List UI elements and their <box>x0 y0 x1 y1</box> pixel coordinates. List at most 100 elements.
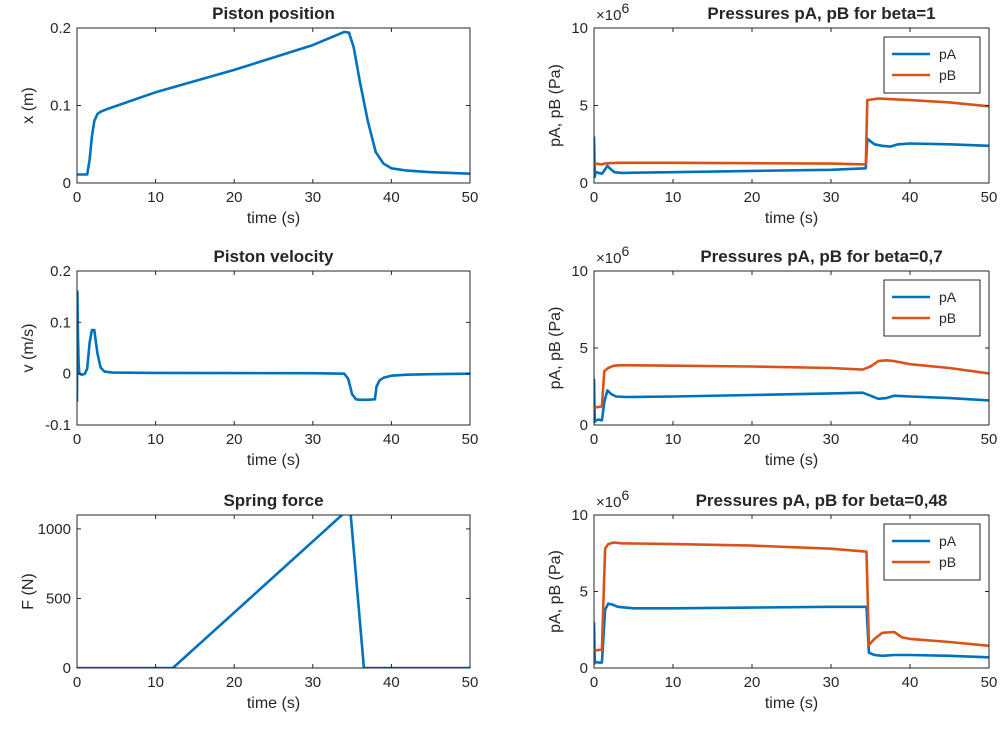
y-tick-label: 0 <box>63 660 71 677</box>
y-exponent-label: ×106 <box>596 0 629 24</box>
series-line-pA <box>594 602 989 665</box>
y-axis-label: F (N) <box>20 573 37 609</box>
x-axis-label: time (s) <box>765 452 818 469</box>
series-line-pB <box>594 541 989 653</box>
y-tick-label: 0 <box>580 175 588 192</box>
x-axis-label: time (s) <box>247 695 300 712</box>
x-tick-label: 0 <box>73 674 81 691</box>
x-tick-label: 10 <box>665 674 682 691</box>
legend-label-pB: pB <box>939 554 956 570</box>
y-tick-label: 5 <box>580 340 588 357</box>
x-tick-label: 40 <box>902 431 919 448</box>
y-tick-label: 0 <box>580 417 588 434</box>
series-line-pB <box>594 358 989 410</box>
x-axis-label: time (s) <box>765 695 818 712</box>
x-tick-label: 10 <box>665 431 682 448</box>
exponent-base: ×10 <box>596 250 621 267</box>
y-axis-label: pA, pB (Pa) <box>547 64 564 147</box>
y-tick-label: 0.2 <box>50 263 71 280</box>
x-tick-label: 30 <box>823 431 840 448</box>
x-tick-label: 50 <box>981 189 998 206</box>
x-axis-label: time (s) <box>247 452 300 469</box>
x-tick-label: 30 <box>823 674 840 691</box>
chart-title: Piston position <box>212 4 335 23</box>
legend-label-pB: pB <box>939 310 956 326</box>
x-tick-label: 50 <box>462 189 479 206</box>
x-tick-label: 40 <box>383 431 400 448</box>
legend-label-pA: pA <box>939 533 957 549</box>
exponent-power: 6 <box>621 487 629 503</box>
legend-label-pB: pB <box>939 67 956 83</box>
x-tick-label: 20 <box>744 431 761 448</box>
x-tick-label: 0 <box>73 189 81 206</box>
x-tick-label: 10 <box>147 674 164 691</box>
chart-pr1: 0 10 20 30 40 50 0 5 10 Pressures pA, pB for beta… <box>547 0 997 227</box>
x-tick-label: 10 <box>147 189 164 206</box>
series-line-pA <box>594 136 989 179</box>
y-tick-label: 500 <box>46 590 71 607</box>
y-tick-label: 0 <box>63 366 71 383</box>
y-tick-label: 10 <box>571 20 588 37</box>
y-exponent-label: ×106 <box>596 243 629 267</box>
y-tick-label: 1000 <box>38 521 71 538</box>
y-tick-label: 0.1 <box>50 314 71 331</box>
x-tick-label: 0 <box>590 431 598 448</box>
x-axis-label: time (s) <box>765 210 818 227</box>
series-line-pA <box>594 378 989 424</box>
x-tick-label: 20 <box>744 189 761 206</box>
chart-title: Piston velocity <box>214 247 335 266</box>
x-tick-label: 10 <box>147 431 164 448</box>
x-tick-label: 50 <box>981 674 998 691</box>
x-tick-label: 0 <box>590 189 598 206</box>
chart-title: Pressures pA, pB for beta=1 <box>707 4 935 23</box>
exponent-base: ×10 <box>596 7 621 24</box>
y-tick-label: 0.1 <box>50 98 71 115</box>
legend: pA pB <box>883 523 981 581</box>
x-tick-label: 50 <box>462 674 479 691</box>
series-line-pB <box>594 97 989 166</box>
chart-pr3: 0 10 20 30 40 50 0 5 10 Pressures pA, pB for beta… <box>547 487 997 712</box>
y-tick-label: 0 <box>63 175 71 192</box>
legend-box <box>883 523 981 581</box>
legend-label-pA: pA <box>939 46 957 62</box>
chart-pr2: 0 10 20 30 40 50 0 5 10 Pressures pA, pB for beta… <box>547 243 997 469</box>
y-tick-label: 0.2 <box>50 20 71 37</box>
x-tick-label: 0 <box>590 674 598 691</box>
x-tick-label: 30 <box>823 189 840 206</box>
x-tick-label: 40 <box>902 674 919 691</box>
y-exponent-label: ×106 <box>596 487 629 511</box>
x-tick-label: 40 <box>902 189 919 206</box>
exponent-power: 6 <box>621 0 629 16</box>
exponent-power: 6 <box>621 243 629 259</box>
x-tick-label: 50 <box>462 431 479 448</box>
x-tick-label: 30 <box>304 674 321 691</box>
legend: pA pB <box>883 279 981 337</box>
chart-p1: 0 10 20 30 40 50 0 0.1 0.2 Piston position time (s… <box>20 4 478 227</box>
x-tick-label: 20 <box>226 189 243 206</box>
y-axis-label: x (m) <box>20 87 37 123</box>
exponent-base: ×10 <box>596 494 621 511</box>
x-tick-label: 50 <box>981 431 998 448</box>
x-tick-label: 30 <box>304 431 321 448</box>
legend: pA pB <box>883 36 981 94</box>
plot-frame <box>76 270 471 426</box>
y-tick-label: 0 <box>580 660 588 677</box>
chart-title: Spring force <box>223 491 323 510</box>
y-axis-label: v (m/s) <box>20 324 37 373</box>
y-tick-label: -0.1 <box>45 417 71 434</box>
y-tick-label: 5 <box>580 98 588 115</box>
legend-label-pA: pA <box>939 289 957 305</box>
legend-box <box>883 279 981 337</box>
y-axis-label: pA, pB (Pa) <box>547 550 564 633</box>
y-tick-label: 10 <box>571 507 588 524</box>
chart-title: Pressures pA, pB for beta=0,7 <box>700 247 942 266</box>
x-tick-label: 10 <box>665 189 682 206</box>
x-tick-label: 40 <box>383 674 400 691</box>
x-tick-label: 20 <box>744 674 761 691</box>
chart-title: Pressures pA, pB for beta=0,48 <box>696 491 948 510</box>
plot-frame <box>76 514 471 669</box>
